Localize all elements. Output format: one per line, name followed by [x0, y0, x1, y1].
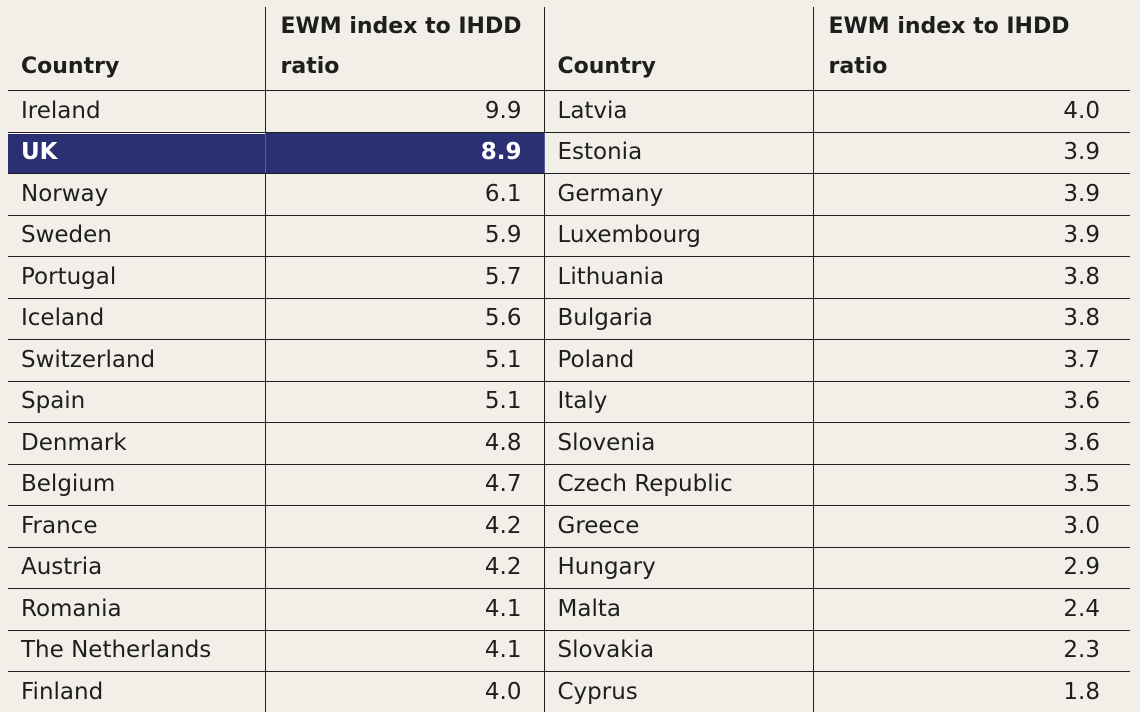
left-ratio-cell: 9.9 — [265, 90, 545, 133]
table-row: Iceland 5.6 Bulgaria 3.8 — [8, 298, 1130, 340]
right-country-cell: Slovenia — [544, 422, 814, 465]
left-ratio-cell: 6.1 — [265, 173, 545, 216]
left-ratio-cell: 5.1 — [265, 339, 545, 382]
left-ratio-cell: 4.7 — [265, 464, 545, 506]
left-country-cell: Ireland — [8, 90, 266, 133]
right-country-cell: Latvia — [544, 90, 814, 133]
right-country-cell: Estonia — [544, 132, 814, 174]
right-ratio-header-line2: ratio — [828, 54, 888, 79]
left-ratio-cell: 5.6 — [265, 298, 545, 340]
right-country-cell: Luxembourg — [544, 215, 814, 257]
right-country-header-label: Country — [557, 54, 656, 79]
left-country-cell: Finland — [8, 671, 266, 712]
left-country-cell: Sweden — [8, 215, 266, 257]
right-country-cell: Slovakia — [544, 630, 814, 672]
left-country-cell: Belgium — [8, 464, 266, 506]
right-ratio-cell: 3.9 — [813, 215, 1130, 257]
table-body: Ireland 9.9 Latvia 4.0 UK 8.9 Estonia 3.9 Norway… — [8, 90, 1130, 712]
cropped-caption — [0, 0, 1140, 7]
table-row: Ireland 9.9 Latvia 4.0 — [8, 90, 1130, 133]
right-ratio-cell: 4.0 — [813, 90, 1130, 133]
right-country-cell: Hungary — [544, 547, 814, 589]
right-country-cell: Czech Republic — [544, 464, 814, 506]
left-ratio-cell: 5.9 — [265, 215, 545, 257]
right-country-cell: Malta — [544, 588, 814, 631]
left-ratio-cell: 4.0 — [265, 671, 545, 712]
right-country-cell: Lithuania — [544, 256, 814, 299]
table-row: Austria 4.2 Hungary 2.9 — [8, 547, 1130, 589]
right-ratio-cell: 3.0 — [813, 505, 1130, 548]
table-row: Romania 4.1 Malta 2.4 — [8, 588, 1130, 631]
right-country-cell: Greece — [544, 505, 814, 548]
left-country-cell: Switzerland — [8, 339, 266, 382]
table-row: Denmark 4.8 Slovenia 3.6 — [8, 422, 1130, 465]
left-ratio-header-line1: EWM index to IHDD — [280, 14, 522, 39]
left-country-header-label: Country — [21, 54, 120, 79]
left-ratio-cell: 5.7 — [265, 256, 545, 299]
right-ratio-cell: 3.7 — [813, 339, 1130, 382]
left-ratio-cell: 4.2 — [265, 505, 545, 548]
right-country-cell: Germany — [544, 173, 814, 216]
right-ratio-header-line1: EWM index to IHDD — [828, 14, 1070, 39]
right-ratio-cell: 3.8 — [813, 256, 1130, 299]
table-header-row: Country EWM index to IHDD ratio Country … — [8, 7, 1130, 91]
right-country-cell: Bulgaria — [544, 298, 814, 340]
left-ratio-cell: 5.1 — [265, 381, 545, 423]
table-row: Spain 5.1 Italy 3.6 — [8, 381, 1130, 423]
left-ratio-header: EWM index to IHDD ratio — [265, 7, 545, 91]
left-country-cell: Austria — [8, 547, 266, 589]
right-ratio-cell: 3.8 — [813, 298, 1130, 340]
ewm-ratio-table: Country EWM index to IHDD ratio Country … — [8, 7, 1130, 712]
right-country-cell: Cyprus — [544, 671, 814, 712]
table-row: UK 8.9 Estonia 3.9 — [8, 132, 1130, 174]
right-ratio-header: EWM index to IHDD ratio — [813, 7, 1130, 91]
left-ratio-cell: 8.9 — [265, 132, 545, 174]
left-country-cell: Norway — [8, 173, 266, 216]
right-ratio-cell: 2.3 — [813, 630, 1130, 672]
left-country-header: Country — [8, 7, 266, 91]
left-ratio-cell: 4.1 — [265, 630, 545, 672]
left-country-cell: Iceland — [8, 298, 266, 340]
right-ratio-cell: 3.5 — [813, 464, 1130, 506]
left-country-cell: Portugal — [8, 256, 266, 299]
left-country-cell: France — [8, 505, 266, 548]
table-row: The Netherlands 4.1 Slovakia 2.3 — [8, 630, 1130, 672]
left-ratio-header-line2: ratio — [280, 54, 340, 79]
table-row: Sweden 5.9 Luxembourg 3.9 — [8, 215, 1130, 257]
right-ratio-cell: 1.8 — [1063, 678, 1100, 705]
right-country-cell: Italy — [544, 381, 814, 423]
right-ratio-cell: 2.4 — [813, 588, 1130, 631]
table-row: Portugal 5.7 Lithuania 3.8 — [8, 256, 1130, 299]
left-country-cell: The Netherlands — [8, 630, 266, 672]
right-ratio-cell: 3.9 — [813, 132, 1130, 174]
left-country-cell: UK — [8, 132, 266, 174]
left-ratio-cell: 4.2 — [265, 547, 545, 589]
left-country-cell: Romania — [8, 588, 266, 631]
left-country-cell: Denmark — [8, 422, 266, 465]
left-ratio-cell: 4.1 — [265, 588, 545, 631]
table-row: Norway 6.1 Germany 3.9 — [8, 173, 1130, 216]
left-ratio-cell: 4.8 — [265, 422, 545, 465]
table-row: France 4.2 Greece 3.0 — [8, 505, 1130, 548]
right-ratio-cell: 3.9 — [813, 173, 1130, 216]
right-country-cell: Poland — [544, 339, 814, 382]
right-country-header: Country — [544, 7, 814, 91]
left-country-cell: Spain — [8, 381, 266, 423]
table-row: Switzerland 5.1 Poland 3.7 — [8, 339, 1130, 382]
right-ratio-cell: 3.6 — [813, 422, 1130, 465]
table-row: Belgium 4.7 Czech Republic 3.5 — [8, 464, 1130, 506]
right-ratio-cell: 2.9 — [813, 547, 1130, 589]
table-row: Finland 4.0 Cyprus 1.8 — [8, 671, 1130, 712]
right-ratio-cell: 3.6 — [813, 381, 1130, 423]
